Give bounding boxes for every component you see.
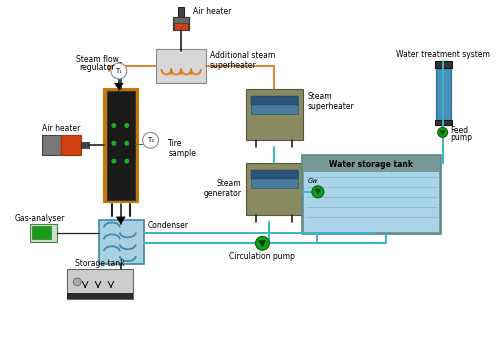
Text: Air heater: Air heater (42, 124, 80, 133)
Text: Air heater: Air heater (193, 7, 232, 16)
Bar (68, 293, 132, 299)
Bar (246, 163, 303, 215)
Text: Water treatment system: Water treatment system (396, 50, 490, 59)
Bar (174, 24, 188, 30)
Bar (107, 91, 134, 200)
Bar (30, 225, 58, 242)
Text: generator: generator (204, 189, 242, 198)
Bar (104, 89, 138, 202)
Circle shape (124, 159, 129, 164)
Circle shape (74, 278, 81, 286)
Text: Storage tank: Storage tank (75, 258, 125, 267)
Bar (32, 227, 52, 239)
Circle shape (112, 123, 116, 128)
Text: Tire
sample: Tire sample (168, 138, 196, 158)
Bar (62, 135, 81, 155)
Bar (304, 172, 438, 233)
Bar (68, 269, 132, 299)
Polygon shape (116, 217, 126, 225)
Polygon shape (440, 130, 446, 135)
Polygon shape (114, 83, 124, 90)
Text: Additional steam: Additional steam (210, 51, 275, 60)
Bar (246, 89, 303, 140)
Text: Feed: Feed (450, 126, 468, 135)
Text: T₂: T₂ (147, 137, 154, 143)
Text: superheater: superheater (308, 102, 354, 111)
Bar (156, 49, 206, 83)
Circle shape (112, 141, 116, 146)
Bar (436, 66, 450, 120)
Bar (250, 96, 298, 113)
Bar (99, 220, 144, 264)
Text: Steam: Steam (308, 92, 332, 101)
Polygon shape (258, 240, 266, 247)
Bar (250, 170, 298, 188)
Bar (42, 135, 62, 155)
Text: Steam: Steam (217, 179, 242, 188)
Text: pump: pump (450, 133, 472, 142)
Circle shape (124, 123, 129, 128)
Bar (250, 96, 298, 105)
Text: Circulation pump: Circulation pump (230, 252, 296, 261)
Bar (302, 155, 440, 234)
Circle shape (142, 133, 158, 148)
Polygon shape (315, 189, 321, 195)
Bar (178, 7, 184, 17)
Bar (250, 170, 298, 179)
Bar (434, 119, 452, 126)
Text: Gas-analyser: Gas-analyser (14, 214, 65, 223)
Bar (174, 17, 189, 30)
Text: regulator: regulator (80, 63, 115, 72)
Text: Steam flow: Steam flow (76, 55, 118, 64)
Circle shape (124, 141, 129, 146)
Text: Gw: Gw (308, 178, 318, 184)
Circle shape (112, 159, 116, 164)
Circle shape (438, 127, 448, 137)
Bar (81, 142, 89, 148)
Bar (434, 61, 452, 68)
Text: Water storage tank: Water storage tank (330, 160, 413, 169)
Text: Condenser: Condenser (148, 221, 188, 230)
Text: superheater: superheater (210, 61, 256, 70)
Circle shape (256, 236, 270, 250)
Text: T₁: T₁ (116, 68, 122, 74)
Circle shape (111, 63, 127, 79)
Circle shape (312, 186, 324, 198)
